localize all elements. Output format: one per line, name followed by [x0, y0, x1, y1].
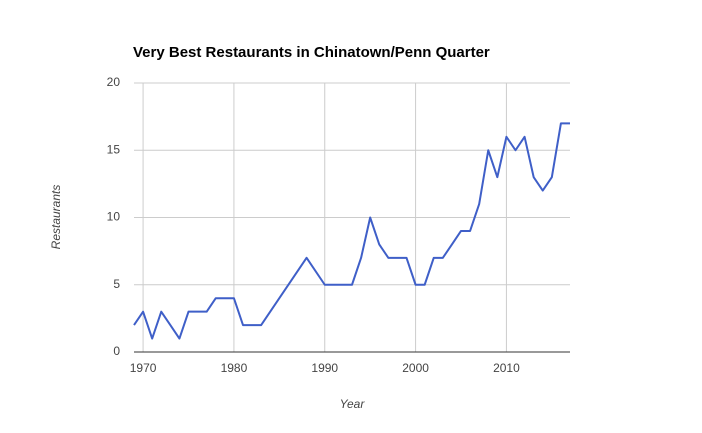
y-tick-label: 15 [107, 142, 121, 156]
chart-title: Very Best Restaurants in Chinatown/Penn … [133, 44, 490, 61]
y-tick-label: 0 [113, 344, 120, 358]
data-line [133, 122, 570, 340]
y-axis-label: Restaurants [49, 185, 63, 250]
x-tick-label: 2000 [402, 361, 429, 375]
x-axis-label: Year [340, 397, 366, 411]
y-tick-label: 10 [107, 210, 121, 224]
y-tick-label: 5 [113, 277, 120, 291]
x-tick-label: 1990 [311, 361, 338, 375]
x-tick-label: 2010 [493, 361, 520, 375]
x-tick-label: 1980 [221, 361, 248, 375]
x-tick-label: 1970 [130, 361, 157, 375]
y-tick-label: 20 [107, 75, 121, 89]
